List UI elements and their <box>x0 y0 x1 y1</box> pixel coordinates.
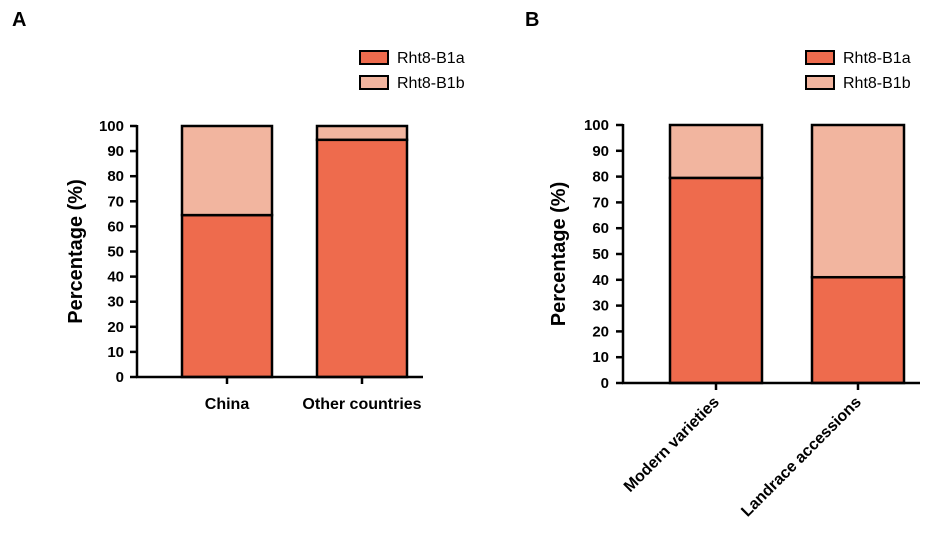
y-tick-label: 60 <box>592 220 609 237</box>
y-axis-title: Percentage (%) <box>548 182 570 327</box>
bar-segment-rht8-b1b-1 <box>810 123 906 279</box>
y-tick-label: 90 <box>107 143 124 160</box>
chart-panel-b: B 0 10 20 30 40 50 60 70 80 90 100 Modern varieties L… <box>525 9 920 520</box>
legend: Rht8-B1a Rht8-B1b <box>805 50 911 92</box>
y-tick-label: 0 <box>601 375 609 392</box>
legend-label: Rht8-B1a <box>843 50 911 67</box>
x-category-label: Landrace accessions <box>738 394 865 521</box>
panel-label: A <box>12 9 26 31</box>
bar-segment-rht8-b1a-1 <box>315 138 409 379</box>
y-tick-label: 40 <box>107 269 124 286</box>
bar-segment-rht8-b1a-0 <box>668 176 764 385</box>
x-category-label: Other countries <box>302 396 421 413</box>
chart-panel-a: A 0 10 20 30 40 50 60 70 80 90 100 China Other countr… <box>12 9 465 413</box>
bar-segment-rht8-b1b-1 <box>315 124 409 142</box>
y-tick-label: 20 <box>107 319 124 336</box>
y-tick-label: 70 <box>107 193 124 210</box>
x-category-label: China <box>205 396 250 413</box>
legend-label: Rht8-B1a <box>397 50 465 67</box>
x-category-label: Modern varieties <box>621 394 723 496</box>
y-tick-label: 80 <box>592 169 609 186</box>
legend: Rht8-B1a Rht8-B1b <box>359 50 465 92</box>
y-tick-label: 60 <box>107 218 124 235</box>
bar-segment-rht8-b1a-0 <box>180 213 274 379</box>
legend-swatch <box>805 50 835 65</box>
y-tick-label: 100 <box>99 118 124 135</box>
y-tick-label: 100 <box>584 117 609 134</box>
legend-swatch <box>359 50 389 65</box>
y-tick-label: 90 <box>592 143 609 160</box>
y-axis-title: Percentage (%) <box>65 179 87 324</box>
y-tick-label: 20 <box>592 323 609 340</box>
y-tick-label: 50 <box>592 246 609 263</box>
legend-swatch <box>359 75 389 90</box>
y-tick-label: 40 <box>592 272 609 289</box>
y-tick-label: 30 <box>107 294 124 311</box>
bar-segment-rht8-b1b-0 <box>180 124 274 217</box>
y-tick-label: 80 <box>107 168 124 185</box>
y-tick-label: 50 <box>107 244 124 261</box>
y-tick-label: 70 <box>592 194 609 211</box>
y-tick-label: 30 <box>592 298 609 315</box>
legend-label: Rht8-B1b <box>397 75 465 92</box>
legend-swatch <box>805 75 835 90</box>
bar-segment-rht8-b1a-1 <box>810 275 906 385</box>
y-tick-label: 0 <box>116 369 124 386</box>
bar-segment-rht8-b1b-0 <box>668 123 764 180</box>
y-tick-label: 10 <box>592 349 609 366</box>
legend-label: Rht8-B1b <box>843 75 911 92</box>
panel-label: B <box>525 9 539 31</box>
y-tick-label: 10 <box>107 344 124 361</box>
